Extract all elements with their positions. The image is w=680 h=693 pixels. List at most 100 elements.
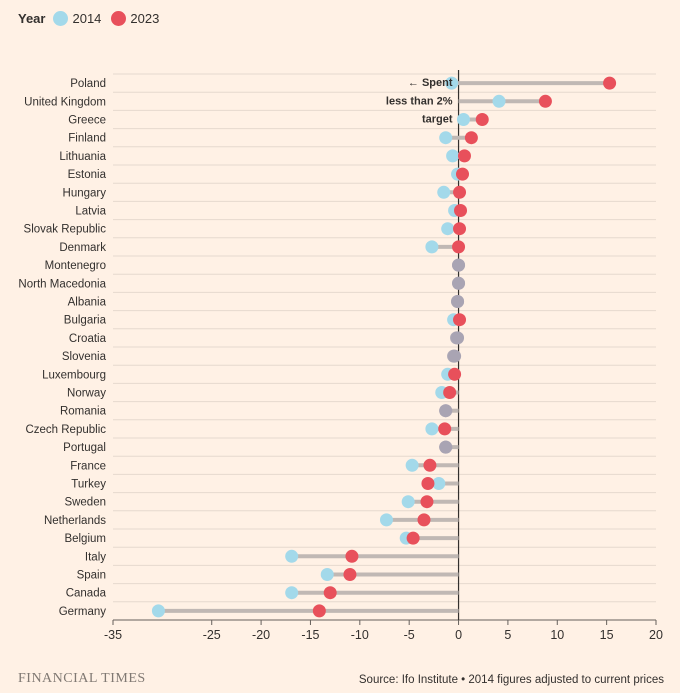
legend: Year 2014 2023 [18,9,169,27]
dot-2023 [452,240,466,254]
category-label: Hungary [63,187,107,199]
dot-2023 [454,204,468,217]
legend-title: Year [18,10,46,26]
category-label: Greece [68,115,106,127]
dot-2014 [320,568,334,581]
dot-2023 [439,440,453,454]
dot-2023 [453,313,467,327]
dot-2023 [452,258,466,272]
category-label: Norway [67,388,106,400]
dot-2023 [455,167,469,181]
x-tick-label: -35 [104,628,122,642]
category-label: Slovak Republic [24,224,107,236]
legend-item-2014: 2014 [53,10,101,26]
dot-2023 [450,331,464,345]
category-label: Denmark [59,242,106,254]
dot-2014 [445,76,459,90]
dot-2023 [420,495,434,509]
x-tick-label: -25 [203,628,221,642]
category-label: Belgium [64,533,106,545]
dot-2014 [437,185,451,199]
dot-2023 [323,586,337,600]
dot-2014 [425,422,439,436]
category-label: Luxembourg [42,369,106,381]
category-label: Sweden [64,497,106,509]
dot-2023 [417,513,431,527]
dot-2023 [453,185,467,199]
dot-2023 [448,367,462,381]
dot-2023 [603,76,617,90]
dot-2023 [452,276,466,290]
dot-2014 [446,149,460,163]
x-tick-label: 20 [649,628,663,642]
x-tick-label: 15 [600,628,614,642]
category-label: Lithuania [59,151,106,163]
dot-2023 [423,458,437,472]
annotation-text: ← Spent [408,77,453,89]
x-tick-label: 0 [455,628,462,642]
dot-2023 [345,549,359,563]
category-label: Albania [68,297,107,309]
x-tick-label: -15 [301,628,319,642]
dot-2023 [464,131,478,145]
x-tick-label: 5 [504,628,511,642]
category-label: Czech Republic [25,424,106,436]
dot-2014 [425,240,439,254]
category-label: Italy [85,551,106,563]
dot-2014 [285,586,299,600]
category-label: Slovenia [62,351,107,363]
x-tick-label: -10 [351,628,369,642]
dot-2014 [405,458,419,472]
dot-2023 [457,149,471,163]
category-label: Montenegro [45,260,106,272]
category-label: United Kingdom [24,96,106,108]
legend-label-2023: 2023 [130,10,160,26]
category-label: Latvia [75,206,106,218]
category-label: Poland [70,78,106,90]
dot-2023 [406,531,420,545]
dot-2023 [451,295,465,308]
x-tick-label: -5 [404,628,415,642]
dot-2014 [441,222,455,236]
dot-2014 [439,131,453,145]
dot-2023 [343,568,357,581]
legend-dot-2014 [53,10,69,26]
dot-2023 [538,94,552,108]
ft-logo: FINANCIAL TIMES [18,671,146,686]
category-label: Croatia [69,333,107,345]
x-tick-label: -20 [252,628,270,642]
category-label: Germany [59,606,107,618]
category-label: Canada [66,588,107,600]
dot-2014 [285,549,299,563]
dot-2014 [151,604,165,618]
annotation-text: less than 2% [386,95,453,107]
dot-2023 [438,422,452,436]
category-label: Portugal [63,442,106,454]
category-label: Spain [77,570,106,582]
dot-2023 [439,404,453,418]
category-label: Turkey [71,479,106,491]
source-note: Source: Ifo Institute • 2014 figures adj… [358,674,664,686]
dot-2014 [492,94,506,108]
annotation-text: target [422,114,453,126]
dot-2014 [432,477,446,490]
legend-dot-2023 [111,10,127,26]
dot-2023 [453,222,467,236]
dot-2014 [379,513,393,527]
category-label: Netherlands [44,515,106,527]
legend-item-2023: 2023 [111,10,160,26]
dot-2014 [401,495,415,509]
x-tick-label: 10 [550,628,564,642]
dot-2014 [456,113,470,126]
dot-2023 [447,349,461,363]
category-label: Finland [68,133,106,145]
category-label: Romania [60,406,107,418]
category-label: Estonia [68,169,107,181]
dot-2023 [421,477,435,490]
dot-2023 [312,604,326,618]
category-label: North Macedonia [18,278,106,290]
category-label: Bulgaria [64,315,107,327]
category-label: France [70,460,106,472]
dot-2023 [443,386,457,399]
